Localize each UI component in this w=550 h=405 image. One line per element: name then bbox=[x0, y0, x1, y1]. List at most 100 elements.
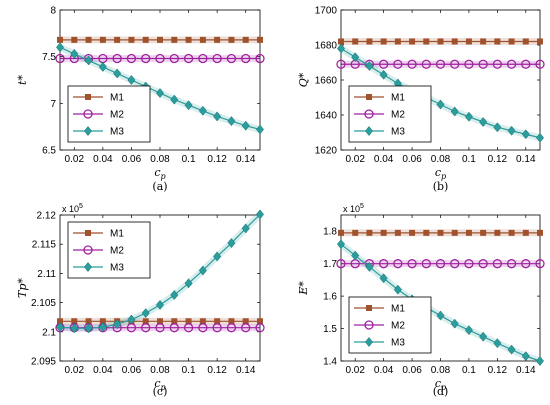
legend-marker bbox=[365, 94, 372, 101]
data-point bbox=[70, 323, 79, 334]
x-axis-label: cp bbox=[154, 377, 165, 392]
data-point bbox=[378, 259, 389, 269]
y-tick-label: 1.4 bbox=[323, 357, 337, 368]
y-tick-label: 6.5 bbox=[42, 146, 56, 157]
data-point bbox=[199, 36, 206, 43]
data-point bbox=[255, 53, 265, 64]
y-tick-label: 1620 bbox=[315, 146, 338, 157]
data-point bbox=[336, 59, 346, 69]
legend-marker bbox=[364, 336, 374, 348]
y-tick-label: 2.11 bbox=[37, 269, 56, 280]
data-point bbox=[450, 106, 459, 117]
series-M3 bbox=[336, 43, 545, 143]
data-point bbox=[99, 36, 106, 43]
legend-marker bbox=[364, 125, 374, 137]
chart-panel-c: 0.02 0.04 0.06 0.08 0.1 0.12 0.14 2.095 2.1 2.105… bbox=[16, 203, 265, 398]
data-point bbox=[407, 259, 417, 269]
x-tick-label: 0.1 bbox=[462, 154, 476, 165]
data-point bbox=[256, 36, 263, 43]
data-point bbox=[508, 229, 515, 236]
x-tick-label: 0.14 bbox=[516, 154, 536, 165]
data-point bbox=[71, 36, 78, 43]
data-point bbox=[521, 129, 530, 140]
y-tick-label: 1660 bbox=[315, 76, 338, 87]
data-point bbox=[55, 322, 65, 333]
data-point bbox=[171, 36, 178, 43]
data-point bbox=[351, 52, 360, 63]
data-point bbox=[241, 223, 250, 234]
data-point bbox=[98, 61, 107, 72]
data-point bbox=[450, 259, 460, 269]
y-tick-label: 2.115 bbox=[32, 240, 57, 251]
legend-label: M2 bbox=[110, 246, 124, 257]
legend-label: M1 bbox=[391, 93, 405, 104]
data-point bbox=[185, 36, 192, 43]
legend-label: M3 bbox=[110, 127, 124, 138]
x-tick-label: 0.14 bbox=[516, 365, 536, 376]
legend-label: M1 bbox=[110, 229, 124, 240]
legend-marker bbox=[364, 109, 374, 119]
data-point bbox=[437, 38, 444, 45]
data-point bbox=[198, 265, 207, 276]
x-tick-label: 0.04 bbox=[374, 365, 394, 376]
data-point bbox=[336, 259, 346, 269]
legend-label: M2 bbox=[391, 321, 405, 332]
legend-label: M1 bbox=[110, 93, 124, 104]
data-point bbox=[494, 229, 501, 236]
data-point bbox=[142, 36, 149, 43]
data-point bbox=[508, 38, 515, 45]
data-point bbox=[198, 323, 208, 333]
data-point bbox=[535, 132, 545, 143]
panel-caption: (d) bbox=[433, 385, 449, 398]
exponent-label: x 105 bbox=[62, 203, 83, 214]
series-M1 bbox=[57, 317, 263, 325]
x-tick-label: 0.08 bbox=[431, 365, 451, 376]
x-tick-label: 0.02 bbox=[65, 365, 85, 376]
series-M1 bbox=[337, 229, 544, 237]
x-tick-label: 0.02 bbox=[345, 365, 365, 376]
data-point bbox=[351, 250, 360, 261]
y-tick-label: 2.12 bbox=[37, 211, 57, 222]
data-point bbox=[170, 290, 179, 301]
data-point bbox=[478, 259, 488, 269]
data-point bbox=[127, 74, 136, 86]
data-point bbox=[184, 278, 193, 289]
legend: M1 M2 M3 bbox=[348, 85, 432, 143]
data-point bbox=[394, 229, 401, 236]
data-point bbox=[409, 38, 416, 45]
y-tick-label: 2.1 bbox=[42, 327, 56, 338]
data-point bbox=[494, 38, 501, 45]
data-point bbox=[379, 273, 388, 284]
data-point bbox=[170, 94, 179, 105]
x-tick-label: 0.1 bbox=[182, 365, 196, 376]
data-point bbox=[155, 53, 165, 64]
x-tick-label: 0.08 bbox=[431, 154, 451, 165]
data-point bbox=[155, 323, 165, 333]
data-point bbox=[450, 318, 459, 329]
y-axis-label: t* bbox=[16, 75, 29, 85]
data-point bbox=[155, 299, 165, 310]
data-point bbox=[336, 43, 346, 54]
chart-panel-d: 0.02 0.04 0.06 0.08 0.1 0.12 0.14 1.4 1.5 1.6 1.7 1… bbox=[297, 203, 545, 398]
panel-caption: (a) bbox=[152, 180, 167, 193]
data-point bbox=[507, 125, 516, 136]
data-point bbox=[55, 42, 65, 53]
data-point bbox=[242, 36, 249, 43]
data-point bbox=[521, 259, 531, 269]
data-point bbox=[366, 38, 373, 45]
data-point bbox=[436, 99, 445, 110]
legend: M1 M2 M3 bbox=[348, 296, 432, 354]
series-M2 bbox=[55, 53, 265, 64]
y-tick-label: 1700 bbox=[315, 6, 338, 17]
data-point bbox=[141, 308, 150, 319]
chart-panel-a: 0.02 0.04 0.06 0.08 0.1 0.12 0.146.577.58M1M2M… bbox=[16, 6, 265, 193]
x-tick-label: 0.02 bbox=[65, 154, 85, 165]
data-point bbox=[127, 314, 136, 325]
data-point bbox=[407, 59, 417, 69]
legend-label: M3 bbox=[391, 338, 405, 349]
x-axis-label: cp bbox=[435, 166, 446, 181]
x-tick-label: 0.02 bbox=[345, 154, 365, 165]
data-point bbox=[506, 259, 517, 269]
data-point bbox=[537, 38, 544, 45]
